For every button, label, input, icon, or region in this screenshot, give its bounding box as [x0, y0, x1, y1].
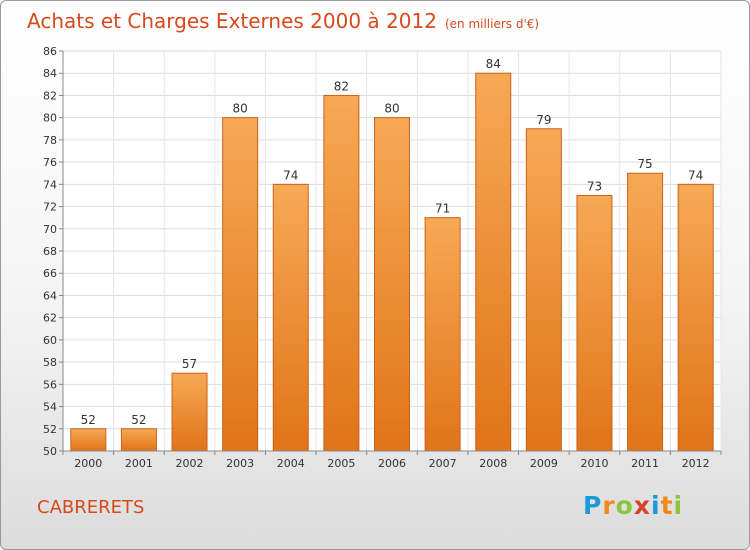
value-label-2007: 71 — [435, 202, 450, 216]
bar-2011 — [627, 172, 664, 452]
x-tick-label-2005: 2005 — [327, 457, 355, 470]
logo-letter: r — [602, 491, 616, 520]
bar-2004 — [272, 183, 309, 452]
value-label-2000: 52 — [81, 413, 96, 427]
value-label-2011: 75 — [637, 157, 652, 171]
y-tick-label: 82 — [43, 89, 57, 102]
logo-letter: t — [660, 491, 674, 520]
y-tick-label: 64 — [43, 289, 57, 302]
y-tick-label: 74 — [43, 178, 57, 191]
chart-title-text: Achats et Charges Externes 2000 à 2012 — [27, 9, 437, 33]
x-tick-label-2009: 2009 — [530, 457, 558, 470]
bar-2012 — [677, 183, 714, 452]
logo-letter: i — [651, 491, 661, 520]
y-tick-label: 70 — [43, 223, 57, 236]
x-tick-label-2010: 2010 — [580, 457, 608, 470]
proxiti-logo: Proxiti — [583, 491, 683, 520]
value-label-2009: 79 — [536, 113, 551, 127]
x-tick-label-2007: 2007 — [429, 457, 457, 470]
value-label-2003: 80 — [233, 102, 248, 116]
x-tick-label-2004: 2004 — [277, 457, 305, 470]
bar-2000 — [70, 428, 107, 452]
bar-2003 — [222, 117, 259, 452]
bar-2007 — [424, 217, 461, 452]
bar-2008 — [475, 72, 512, 452]
y-tick-label: 50 — [43, 445, 57, 458]
x-tick-label-2012: 2012 — [682, 457, 710, 470]
y-tick-label: 68 — [43, 245, 57, 258]
y-tick-label: 86 — [43, 45, 57, 58]
y-tick-label: 66 — [43, 267, 57, 280]
bar-2005 — [323, 94, 360, 452]
y-tick-label: 52 — [43, 423, 57, 436]
value-label-2010: 73 — [587, 179, 602, 193]
value-label-2006: 80 — [384, 102, 399, 116]
value-label-2012: 74 — [688, 168, 703, 182]
value-label-2001: 52 — [131, 413, 146, 427]
x-tick-label-2002: 2002 — [176, 457, 204, 470]
bar-2001 — [120, 428, 157, 452]
x-tick-label-2001: 2001 — [125, 457, 153, 470]
logo-letter: x — [633, 491, 651, 520]
bar-2006 — [374, 117, 410, 452]
y-tick-label: 56 — [43, 378, 57, 391]
y-tick-label: 54 — [43, 401, 57, 414]
commune-name: CABRERETS — [37, 497, 145, 518]
y-tick-label: 58 — [43, 356, 57, 369]
y-tick-label: 60 — [43, 334, 57, 347]
value-label-2008: 84 — [486, 57, 501, 71]
chart-title: Achats et Charges Externes 2000 à 2012 (e… — [27, 9, 539, 33]
y-tick-label: 62 — [43, 312, 57, 325]
logo-letter: i — [673, 491, 684, 520]
y-tick-label: 80 — [43, 112, 57, 125]
x-tick-label-2006: 2006 — [378, 457, 406, 470]
logo-letter: P — [583, 491, 603, 520]
x-tick-label-2008: 2008 — [479, 457, 507, 470]
x-tick-label-2011: 2011 — [631, 457, 659, 470]
x-tick-label-2000: 2000 — [74, 457, 102, 470]
value-label-2005: 82 — [334, 79, 349, 93]
value-label-2004: 74 — [283, 168, 298, 182]
value-label-2002: 57 — [182, 357, 197, 371]
y-tick-label: 76 — [43, 156, 57, 169]
bar-2002 — [171, 372, 208, 452]
bar-2010 — [576, 194, 613, 452]
y-tick-label: 78 — [43, 134, 57, 147]
y-tick-label: 84 — [43, 67, 57, 80]
x-tick-label-2003: 2003 — [226, 457, 254, 470]
bar-2009 — [525, 128, 562, 452]
y-tick-label: 72 — [43, 201, 57, 214]
logo-letter: o — [615, 491, 634, 520]
chart-subtitle: (en milliers d'€) — [444, 17, 540, 31]
